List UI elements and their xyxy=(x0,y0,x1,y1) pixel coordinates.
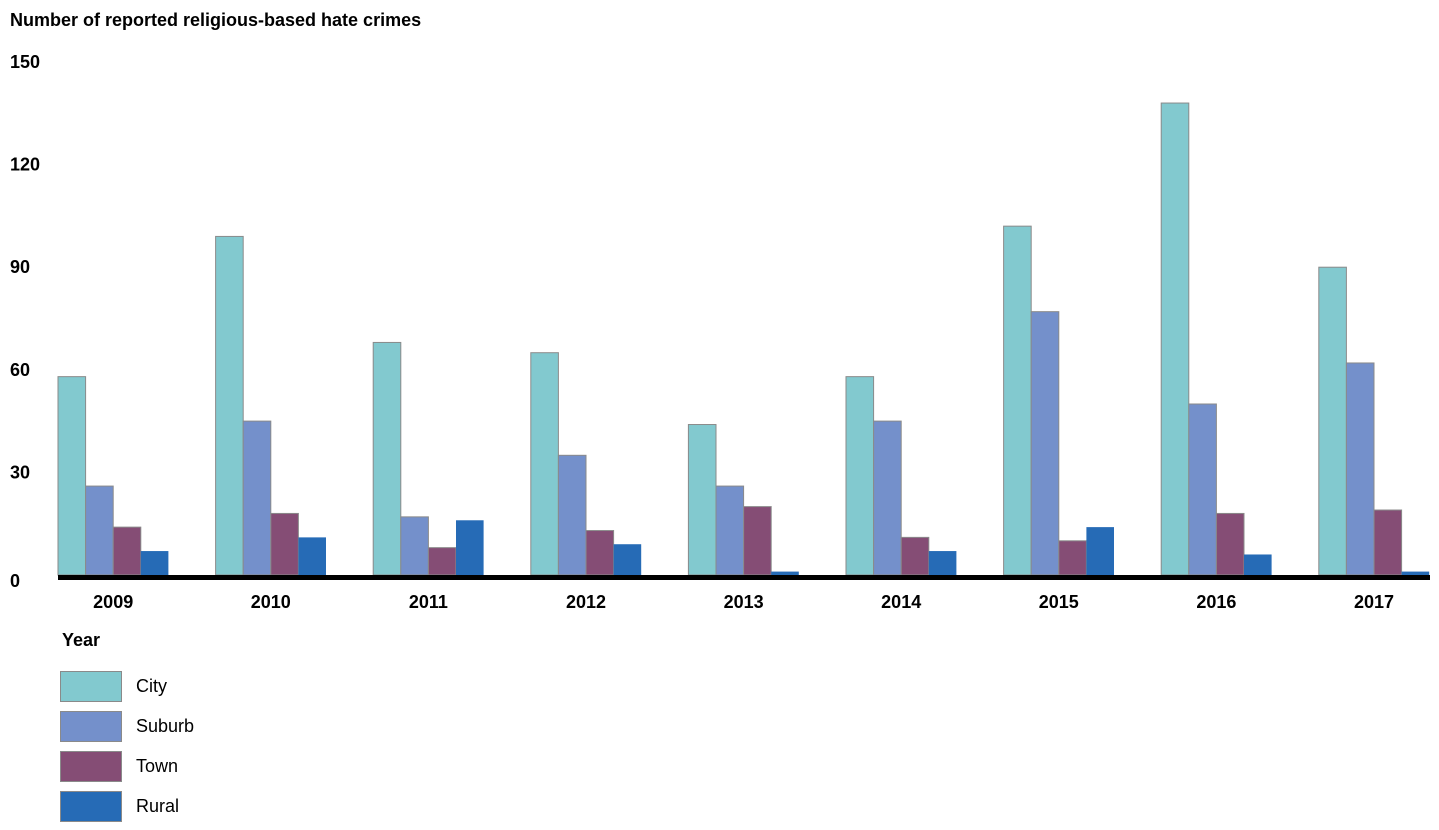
x-tick-label: 2012 xyxy=(566,592,606,612)
bar-rural-2015 xyxy=(1086,527,1114,575)
x-tick-label: 2013 xyxy=(724,592,764,612)
bar-city-2010 xyxy=(215,235,244,576)
bar-city-2012 xyxy=(530,352,559,576)
x-tick-label: 2014 xyxy=(881,592,921,612)
legend: Year City Suburb Town Rural xyxy=(60,630,194,830)
x-tick-label: 2011 xyxy=(409,592,448,612)
bar-suburb-2012 xyxy=(557,454,587,576)
bar-rural-2013 xyxy=(771,571,799,575)
bar-suburb-2016 xyxy=(1188,403,1217,576)
bar-town-2012 xyxy=(585,530,615,576)
bar-town-2010 xyxy=(270,512,299,576)
bar-suburb-2013 xyxy=(715,485,745,576)
x-tick-label: 2010 xyxy=(251,592,291,612)
legend-label-town: Town xyxy=(136,756,179,776)
bar-rural-2014 xyxy=(928,551,957,575)
bar-town-2015 xyxy=(1058,540,1087,576)
bar-rural-2009 xyxy=(140,551,169,575)
legend-title: Year xyxy=(62,630,101,650)
legend-swatch-suburb xyxy=(60,711,122,742)
bar-city-2015 xyxy=(1003,225,1032,576)
bar-town-2016 xyxy=(1215,512,1245,576)
legend-swatch-city xyxy=(60,671,122,702)
bar-town-2014 xyxy=(900,536,930,576)
bar-city-2009 xyxy=(57,376,87,576)
legend-label-rural: Rural xyxy=(136,796,180,816)
bar-rural-2012 xyxy=(613,544,642,575)
bar-rural-2016 xyxy=(1244,554,1272,575)
bar-city-2013 xyxy=(687,424,717,576)
bar-rural-2010 xyxy=(298,537,326,575)
x-axis-baseline xyxy=(58,575,1430,580)
legend-label-city: City xyxy=(136,676,167,696)
legend-swatch-rural xyxy=(60,791,122,822)
x-tick-label: 2015 xyxy=(1039,592,1079,612)
bar-suburb-2017 xyxy=(1345,362,1375,576)
legend-item-city: City xyxy=(60,670,194,703)
y-tick-label: 150 xyxy=(10,52,40,72)
y-tick-label: 30 xyxy=(10,462,30,482)
legend-item-rural: Rural xyxy=(60,790,194,823)
legend-swatch-town xyxy=(60,751,122,782)
bar-suburb-2014 xyxy=(873,420,902,576)
y-tick-label: 120 xyxy=(10,155,40,175)
bar-suburb-2011 xyxy=(400,516,429,576)
x-tick-label: 2016 xyxy=(1196,592,1236,612)
bar-town-2011 xyxy=(427,547,457,576)
bar-suburb-2010 xyxy=(242,420,272,576)
bar-town-2017 xyxy=(1373,509,1403,576)
y-tick-label: 90 xyxy=(10,257,30,277)
bar-town-2013 xyxy=(743,506,772,576)
x-axis: 2009 2010 2011 2012 2013 2014 2015 2016 2017 xyxy=(93,592,1394,612)
x-tick-label: 2009 xyxy=(93,592,133,612)
legend-item-suburb: Suburb xyxy=(60,710,194,743)
legend-label-suburb: Suburb xyxy=(136,716,195,736)
chart: Number of reported religious-based hate … xyxy=(10,10,1430,612)
bars xyxy=(57,102,1430,576)
bar-suburb-2015 xyxy=(1030,311,1060,576)
bar-rural-2011 xyxy=(456,520,484,575)
bar-city-2016 xyxy=(1160,102,1190,576)
bar-city-2011 xyxy=(372,341,402,576)
y-tick-label: 0 xyxy=(10,571,20,591)
y-axis: 0 30 60 90 120 150 xyxy=(10,52,40,591)
bar-city-2017 xyxy=(1318,266,1347,576)
x-tick-label: 2017 xyxy=(1354,592,1394,612)
y-tick-label: 60 xyxy=(10,360,30,380)
legend-item-town: Town xyxy=(60,750,194,783)
bar-town-2009 xyxy=(112,526,142,576)
bar-rural-2017 xyxy=(1401,571,1430,575)
bar-suburb-2009 xyxy=(85,485,114,576)
chart-title: Number of reported religious-based hate … xyxy=(10,10,421,30)
bar-city-2014 xyxy=(845,376,875,576)
